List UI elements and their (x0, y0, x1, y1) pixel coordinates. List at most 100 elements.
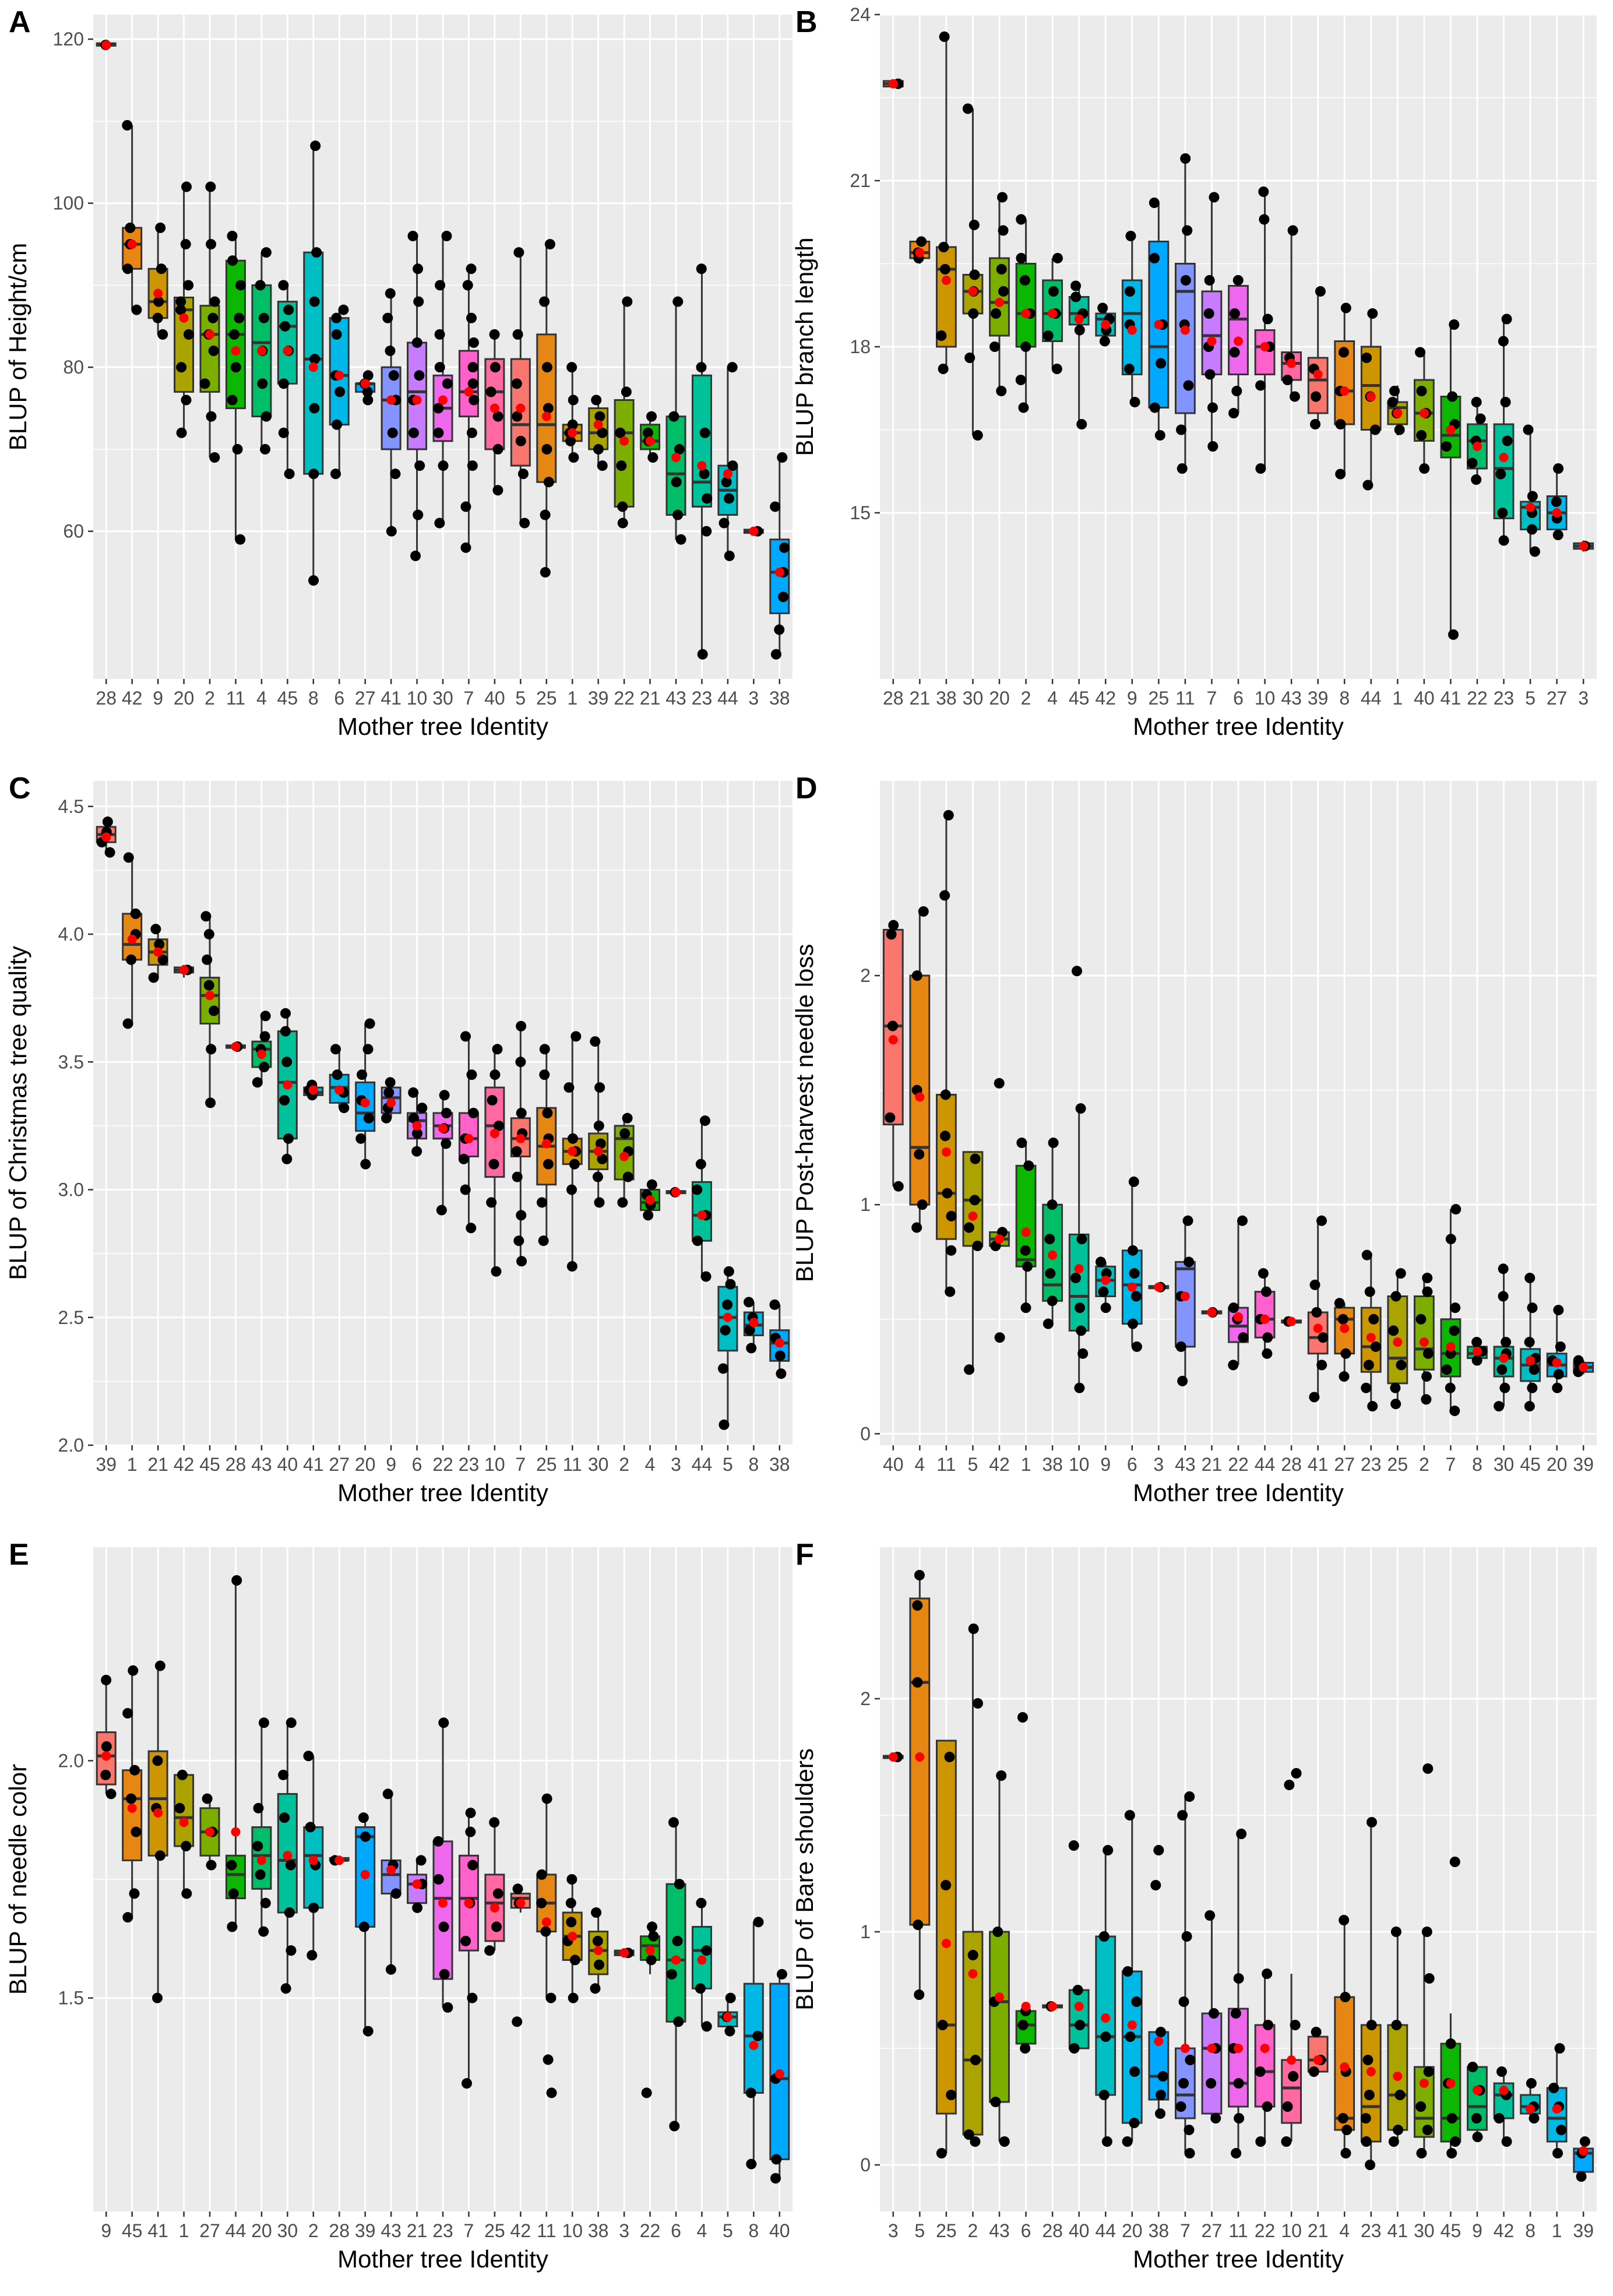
mean-marker (1287, 359, 1296, 368)
data-point (438, 460, 449, 471)
data-point (1262, 1348, 1272, 1359)
data-point (1310, 1280, 1320, 1290)
data-point (233, 444, 243, 455)
data-point (997, 192, 1008, 203)
mean-marker (1393, 1337, 1402, 1347)
panel-d-x-tick-label: 28 (1281, 1454, 1302, 1475)
data-point (939, 890, 950, 901)
data-point (597, 460, 608, 471)
data-point (469, 395, 479, 405)
mean-marker (1446, 2079, 1455, 2088)
mean-marker (128, 935, 137, 944)
panel-b-x-tick-label: 44 (1361, 688, 1382, 709)
panel-f-x-tick-label: 6 (1021, 2220, 1031, 2241)
data-point (435, 280, 445, 290)
data-point (616, 460, 626, 471)
data-point (200, 911, 211, 921)
data-point (566, 362, 577, 372)
mean-marker (1207, 337, 1216, 346)
data-point (466, 1808, 476, 1818)
panel-f-x-tick-label: 7 (1180, 2220, 1191, 2241)
data-point (943, 810, 954, 820)
data-point (1341, 2125, 1352, 2135)
data-point (671, 477, 682, 487)
panel-b-x-tick-label: 23 (1494, 688, 1515, 709)
data-point (594, 411, 605, 422)
data-point (1282, 375, 1292, 385)
data-point (1016, 375, 1026, 385)
data-point (308, 575, 319, 586)
data-point (1311, 392, 1321, 402)
data-point (1445, 1383, 1456, 1393)
data-point (1396, 1360, 1407, 1370)
panel-f-x-tick-label: 1 (1552, 2220, 1562, 2241)
data-point (1530, 547, 1540, 557)
mean-marker (464, 1899, 473, 1908)
data-point (1237, 1216, 1248, 1226)
data-point (490, 362, 501, 372)
data-point (358, 1812, 369, 1823)
data-point (1450, 1302, 1460, 1313)
panel-f: F Mother tree Identity BLUP of Bare shou… (791, 1538, 1597, 2273)
data-point (1074, 1383, 1084, 1393)
data-point (1449, 1325, 1460, 1336)
panel-d-y-axis-title: BLUP Post-harvest needle loss (791, 944, 818, 1283)
panel-f-x-tick-label: 4 (1339, 2220, 1350, 2241)
data-point (996, 1770, 1006, 1781)
data-point (101, 1675, 111, 1685)
mean-marker (1207, 2044, 1216, 2053)
data-point (210, 297, 220, 307)
data-point (1153, 1845, 1164, 1855)
panel-e-x-tick-label: 23 (432, 2220, 453, 2241)
mean-marker (1393, 2072, 1402, 2081)
panel-d-x-tick-label: 45 (1520, 1454, 1541, 1475)
data-point (568, 1133, 578, 1144)
data-point (155, 223, 165, 233)
data-point (917, 1199, 928, 1210)
panel-e-y-tick-label: 2.0 (58, 1750, 84, 1771)
panel-d-x-tick-label: 11 (936, 1454, 956, 1475)
panel-a-x-tick-label: 22 (614, 688, 635, 709)
panel-b-x-tick-label: 3 (1578, 688, 1589, 709)
data-point (1262, 314, 1273, 325)
data-point (460, 1031, 471, 1041)
data-point (1132, 1341, 1142, 1352)
data-point (131, 305, 142, 315)
data-point (513, 329, 523, 340)
data-point (467, 460, 478, 471)
data-point (1523, 425, 1534, 435)
data-point (545, 239, 555, 249)
data-point (1527, 524, 1537, 535)
data-point (1125, 2031, 1136, 2042)
data-point (155, 1850, 165, 1861)
panel-e-x-tick-label: 20 (251, 2220, 272, 2241)
panel-e-x-tick-label: 6 (671, 2220, 681, 2241)
panel-b-y-tick-label: 15 (850, 502, 871, 523)
data-point (673, 2016, 684, 2027)
data-point (413, 297, 424, 307)
panel-c-x-tick-label: 40 (277, 1454, 298, 1475)
data-point (331, 313, 341, 323)
data-point (989, 341, 1000, 352)
data-point (1048, 1138, 1059, 1148)
mean-marker (464, 1134, 473, 1143)
data-point (1499, 536, 1509, 546)
data-point (1524, 1401, 1535, 1411)
data-point (1023, 1160, 1034, 1171)
data-point (439, 1969, 450, 1980)
data-point (460, 1185, 471, 1195)
panel-c-x-tick-label: 30 (588, 1454, 609, 1475)
data-point (516, 436, 526, 446)
data-point (1047, 1295, 1058, 1306)
panel-c-x-tick-label: 3 (671, 1454, 681, 1475)
data-point (1181, 275, 1191, 286)
panel-f-x-tick-label: 25 (936, 2220, 957, 2241)
panel-f-x-tick-label: 23 (1361, 2220, 1382, 2241)
panel-c-y-axis-title: BLUP of Christmas tree quality (4, 946, 31, 1280)
data-point (543, 1159, 554, 1170)
data-point (1075, 2020, 1085, 2030)
mean-marker (775, 568, 784, 577)
mean-marker (309, 362, 318, 372)
data-point (1367, 2020, 1377, 2030)
data-point (1471, 474, 1481, 485)
